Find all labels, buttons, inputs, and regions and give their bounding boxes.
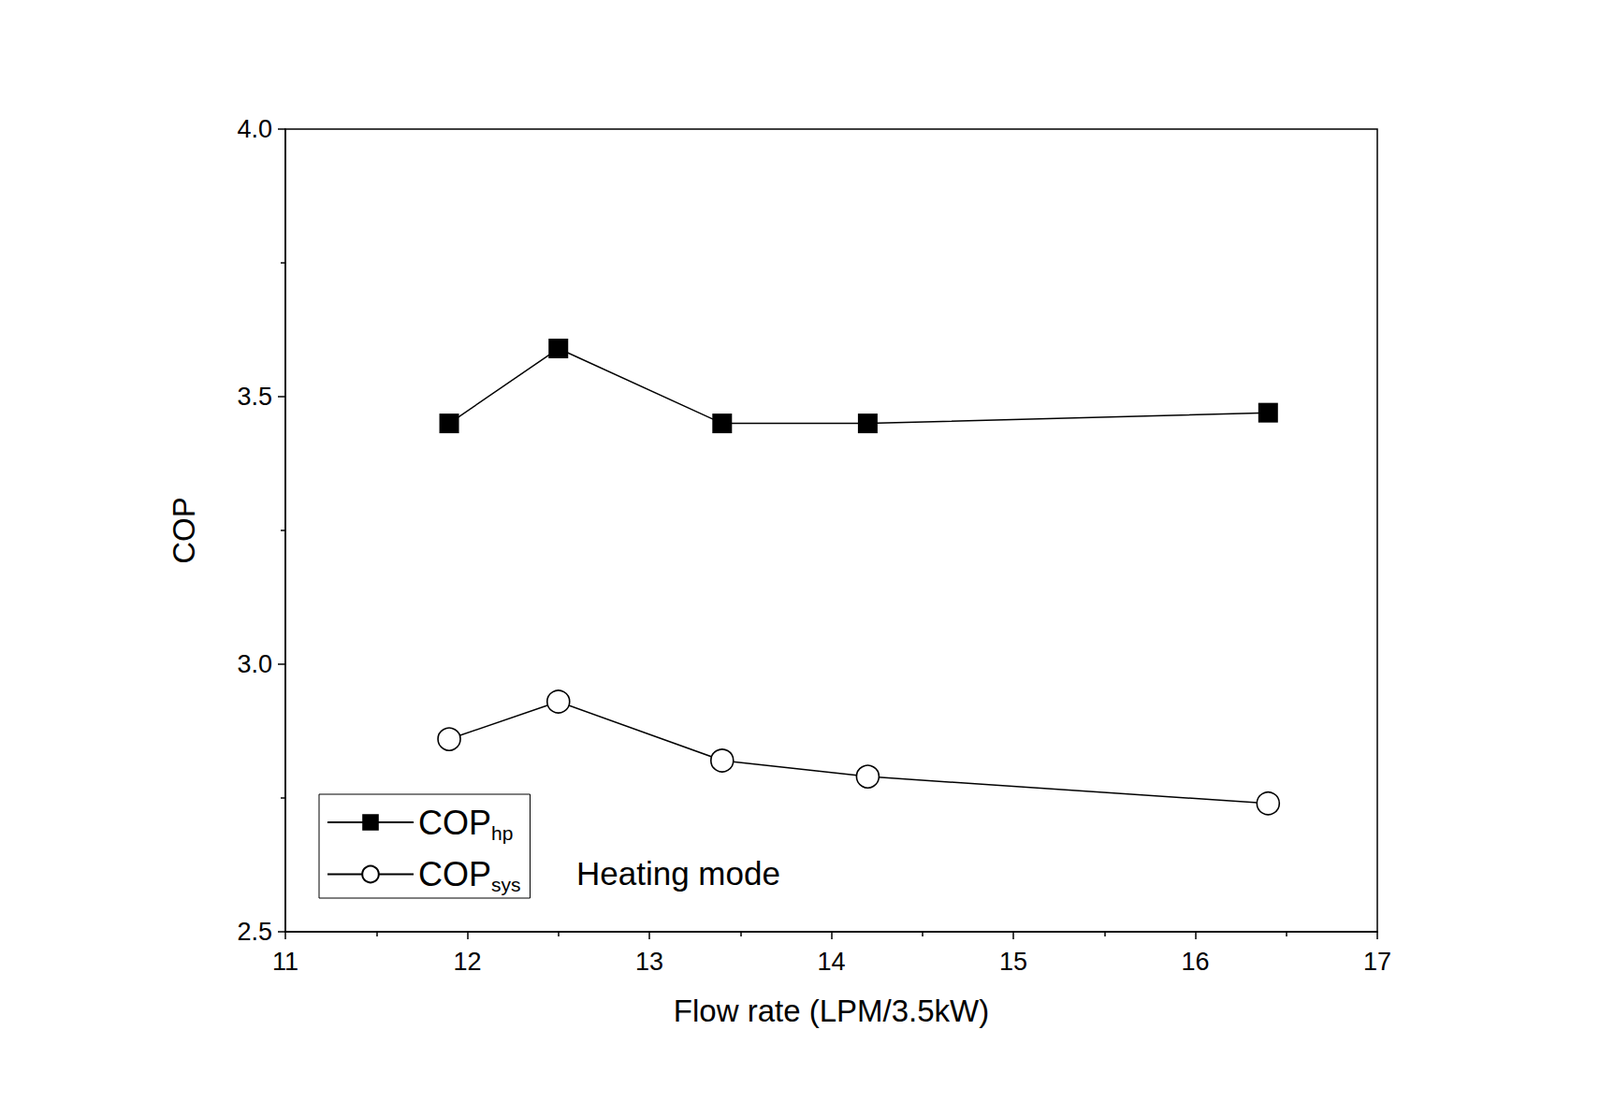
svg-text:Heating mode: Heating mode xyxy=(576,855,781,892)
svg-text:14: 14 xyxy=(816,947,845,976)
svg-text:3.0: 3.0 xyxy=(236,650,273,679)
svg-text:15: 15 xyxy=(999,947,1028,976)
svg-text:sys: sys xyxy=(491,873,522,896)
svg-text:COP: COP xyxy=(166,496,202,565)
svg-text:2.5: 2.5 xyxy=(236,917,273,946)
svg-text:COP: COP xyxy=(418,803,492,843)
svg-text:11: 11 xyxy=(272,947,299,976)
svg-text:Flow rate (LPM/3.5kW): Flow rate (LPM/3.5kW) xyxy=(673,993,990,1029)
svg-text:4.0: 4.0 xyxy=(236,115,273,144)
svg-text:hp: hp xyxy=(491,822,513,844)
svg-text:12: 12 xyxy=(452,947,481,976)
svg-text:17: 17 xyxy=(1363,947,1392,976)
svg-text:3.5: 3.5 xyxy=(236,382,273,411)
svg-text:COP: COP xyxy=(418,855,492,894)
svg-text:13: 13 xyxy=(635,947,664,976)
svg-text:16: 16 xyxy=(1180,947,1209,976)
